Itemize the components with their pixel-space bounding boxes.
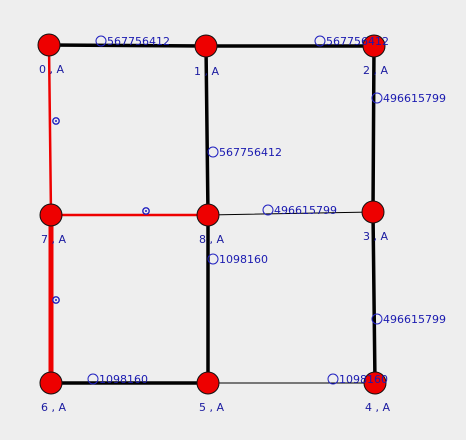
edge-n1-n8[interactable]: [204, 44, 210, 217]
edge-marker-dot: [52, 296, 60, 304]
edge-marker-circle-icon: [371, 92, 383, 104]
edge-label-n5-n4: 1098160: [339, 373, 388, 386]
node-label-3: 3 , A: [363, 230, 388, 243]
edge-n3-n4[interactable]: [371, 210, 377, 385]
node-label-1: 1 , A: [194, 65, 219, 78]
edge-marker-circle-icon: [314, 35, 326, 47]
edge-marker-circle-icon: [207, 146, 219, 158]
edge-label-n0-n1: 567756412: [107, 35, 170, 48]
edge-marker-dot: [52, 117, 60, 125]
node-label-5: 5 , A: [199, 401, 224, 414]
edge-marker-circle-icon: [95, 35, 107, 47]
node-label-7: 7 , A: [41, 233, 66, 246]
node-label-8: 8 , A: [199, 233, 224, 246]
edge-n2-n3[interactable]: [371, 44, 376, 214]
edge-n0-n7[interactable]: [47, 43, 53, 217]
edge-label-n8-n5: 1098160: [219, 253, 268, 266]
edge-label-n3-n4: 496615799: [383, 313, 446, 326]
label-layer: 567756412 567756412 567756412 496615799 4966…: [39, 35, 446, 414]
edge-layer: [47, 43, 377, 386]
graph-node-7[interactable]: [39, 203, 63, 227]
graph-node-5[interactable]: [196, 371, 220, 395]
edge-marker-dot: [142, 207, 150, 215]
node-label-4: 4 , A: [365, 401, 390, 414]
edge-marker-circle-icon: [262, 204, 274, 216]
graph-node-4[interactable]: [363, 371, 387, 395]
graph-node-3[interactable]: [361, 200, 385, 224]
edge-marker-circle-icon: [327, 373, 339, 385]
graph-node-1[interactable]: [194, 34, 218, 58]
edge-marker-dot-center: [55, 299, 57, 301]
edge-label-n6-n5: 1098160: [99, 373, 148, 386]
edge-label-n1-n2: 567756412: [326, 35, 389, 48]
edge-n0-n1[interactable]: [47, 43, 208, 48]
graph-node-0[interactable]: [37, 33, 61, 57]
edge-marker-circle-icon: [207, 253, 219, 265]
node-label-0: 0 , A: [39, 63, 64, 76]
edge-label-n1-n8: 567756412: [219, 146, 282, 159]
graph-node-2[interactable]: [362, 34, 386, 58]
graph-node-6[interactable]: [39, 371, 63, 395]
edge-marker-dot-center: [145, 210, 147, 212]
graph-node-8[interactable]: [196, 203, 220, 227]
edge-marker-dot-center: [55, 120, 57, 122]
node-layer: [37, 33, 387, 395]
edge-label-n8-n3: 496615799: [274, 204, 337, 217]
node-label-6: 6 , A: [41, 401, 66, 414]
edge-n8-n3[interactable]: [207, 211, 374, 216]
edge-marker-circle-icon: [87, 373, 99, 385]
node-label-2: 2 , A: [363, 64, 388, 77]
edge-marker-circle-icon: [371, 313, 383, 325]
edge-label-n2-n3: 496615799: [383, 92, 446, 105]
